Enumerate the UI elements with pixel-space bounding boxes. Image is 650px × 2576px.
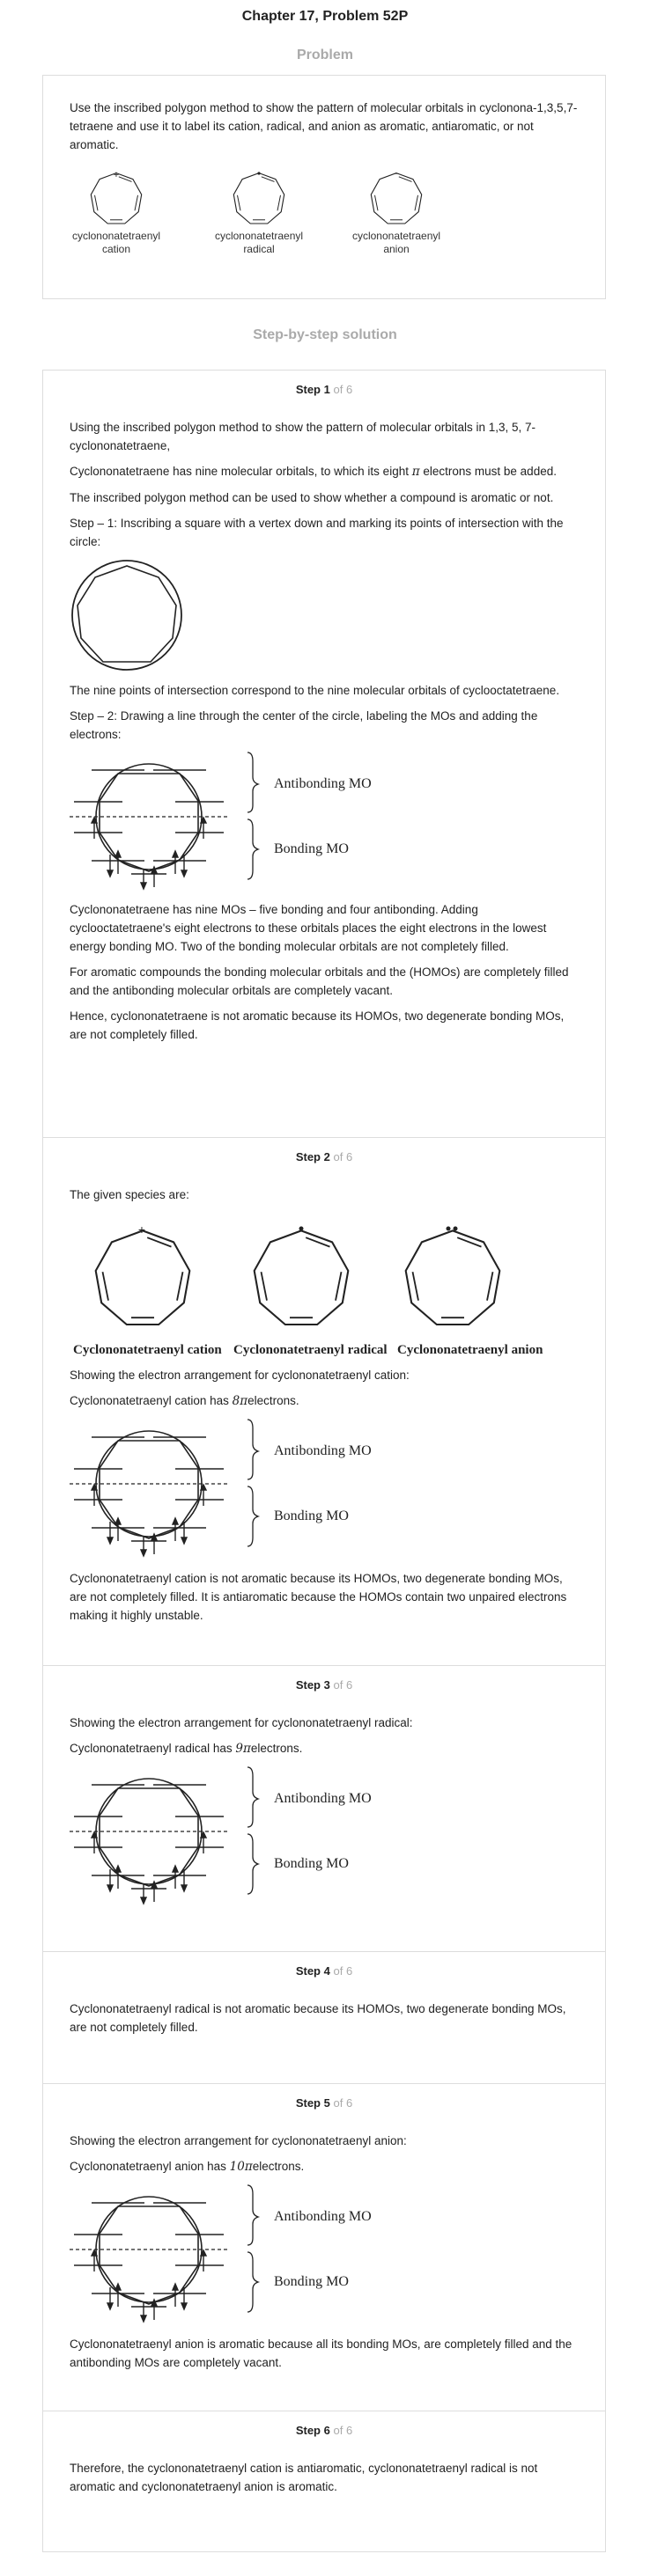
svg-text:–: – — [394, 169, 399, 179]
step-text: Hence, cyclononatetraene is not aromatic… — [70, 1009, 565, 1041]
mo-diagram-icon — [70, 751, 246, 892]
problem-heading: Problem — [296, 48, 353, 62]
step-text: Cyclononatetraenyl cation has 8πelectron… — [70, 1394, 299, 1408]
step-text: For aromatic compounds the bonding molec… — [70, 965, 569, 997]
step-text: Therefore, the cyclononatetraenyl cation… — [70, 2462, 538, 2493]
brace-icon — [247, 1419, 261, 1547]
bonding-label: Bonding MO — [274, 2274, 349, 2289]
structure-anion: – cyclononatetraenyl anion — [348, 168, 445, 256]
inscribed-polygon-icon — [71, 560, 182, 671]
structure-caption: cyclononatetraenyl — [351, 230, 441, 242]
brace-icon — [247, 2184, 261, 2313]
step-header: Step 4 of 6 — [295, 1964, 353, 1978]
step-1: Step 1 of 6 Using the inscribed polygon … — [42, 370, 606, 1138]
step-text: Showing the electron arrangement for cyc… — [70, 2134, 407, 2147]
step-header: Step 2 of 6 — [295, 1150, 353, 1163]
radical-ring-icon — [244, 1226, 358, 1336]
svg-text:–: – — [449, 1222, 455, 1226]
brace-icon — [247, 752, 261, 880]
structure-caption: radical — [243, 243, 275, 255]
antibonding-label: Antibonding MO — [274, 1791, 372, 1806]
svg-text:+: + — [138, 1222, 145, 1237]
step-text: The inscribed polygon method can be used… — [70, 491, 554, 504]
antibonding-label: Antibonding MO — [274, 2209, 372, 2224]
solution-heading: Step-by-step solution — [253, 327, 397, 342]
anion-ring-icon: – — [366, 169, 427, 230]
step-text: Cyclononatetraenyl radical has 9πelectro… — [70, 1742, 303, 1756]
step-header: Step 5 of 6 — [295, 2096, 353, 2110]
step-header: Step 3 of 6 — [295, 1678, 353, 1692]
svg-text:+: + — [114, 170, 119, 180]
mo-diagram: Antibonding MO Bonding MO — [70, 1765, 579, 1906]
structure-radical: cyclononatetraenyl radical — [211, 168, 307, 256]
cation-ring-icon: + — [85, 170, 147, 230]
bonding-label: Bonding MO — [274, 1508, 349, 1523]
structure-caption: anion — [383, 243, 410, 255]
step-text: Step – 1: Inscribing a square with a ver… — [70, 517, 564, 548]
structure-caption: cation — [101, 243, 131, 255]
step-header: Step 6 of 6 — [295, 2424, 353, 2437]
problem-card: Use the inscribed polygon method to show… — [42, 75, 606, 299]
cation-ring-icon: + — [85, 1222, 200, 1336]
species-label: Cyclononatetraenyl cation — [73, 1343, 222, 1357]
brace-icon — [247, 1766, 261, 1895]
bonding-label: Bonding MO — [274, 1856, 349, 1871]
step-text: Cyclononatetraenyl anion has 10πelectron… — [70, 2160, 305, 2174]
mo-diagram: Antibonding MO Bonding MO — [70, 2183, 579, 2324]
species-label: Cyclononatetraenyl radical — [233, 1343, 388, 1357]
step-text: Cyclononatetraene has nine molecular orb… — [70, 465, 557, 479]
step-text: Cyclononatetraenyl cation is not aromati… — [70, 1572, 567, 1622]
antibonding-label: Antibonding MO — [274, 776, 372, 791]
species-row: + – Cyclononatetraenyl cation Cyclononat… — [70, 1211, 579, 1361]
mo-diagram-icon — [70, 1765, 246, 1906]
step-text: Cyclononatetraenyl anion is aromatic bec… — [70, 2337, 572, 2369]
step-text: Cyclononatetraene has nine MOs – five bo… — [70, 903, 547, 953]
step-text: Using the inscribed polygon method to sh… — [70, 421, 536, 452]
structure-caption: cyclononatetraenyl — [214, 230, 304, 242]
radical-ring-icon — [228, 172, 290, 230]
species-label: Cyclononatetraenyl anion — [397, 1343, 543, 1357]
mo-diagram: Antibonding MO Bonding MO — [70, 751, 579, 892]
problem-text: Use the inscribed polygon method to show… — [70, 101, 578, 151]
step-header: Step 1 of 6 — [295, 383, 353, 396]
step-text: Cyclononatetraenyl radical is not aromat… — [70, 2002, 566, 2034]
mo-diagram-icon — [70, 2183, 246, 2324]
structure-cation: + cyclononatetraenyl cation — [68, 168, 165, 256]
step-text: The given species are: — [70, 1188, 189, 1201]
step-3: Step 3 of 6 Showing the electron arrange… — [42, 1666, 606, 1952]
mo-diagram: Antibonding MO Bonding MO — [70, 1418, 579, 1559]
step-text: Showing the electron arrangement for cyc… — [70, 1369, 410, 1382]
step-text: The nine points of intersection correspo… — [70, 684, 560, 697]
step-4: Step 4 of 6 Cyclononatetraenyl radical i… — [42, 1952, 606, 2084]
step-6: Step 6 of 6 Therefore, the cyclononatetr… — [42, 2411, 606, 2552]
step-5: Step 5 of 6 Showing the electron arrange… — [42, 2084, 606, 2411]
anion-ring-icon: – — [395, 1222, 510, 1336]
antibonding-label: Antibonding MO — [274, 1443, 372, 1458]
page-title: Chapter 17, Problem 52P — [241, 9, 409, 24]
mo-diagram-icon — [70, 1418, 246, 1559]
step-text: Step – 2: Drawing a line through the cen… — [70, 709, 538, 741]
step-2: Step 2 of 6 The given species are: + – C… — [42, 1138, 606, 1666]
step-text: Showing the electron arrangement for cyc… — [70, 1716, 413, 1729]
structure-caption: cyclononatetraenyl — [71, 230, 161, 242]
bonding-label: Bonding MO — [274, 841, 349, 856]
